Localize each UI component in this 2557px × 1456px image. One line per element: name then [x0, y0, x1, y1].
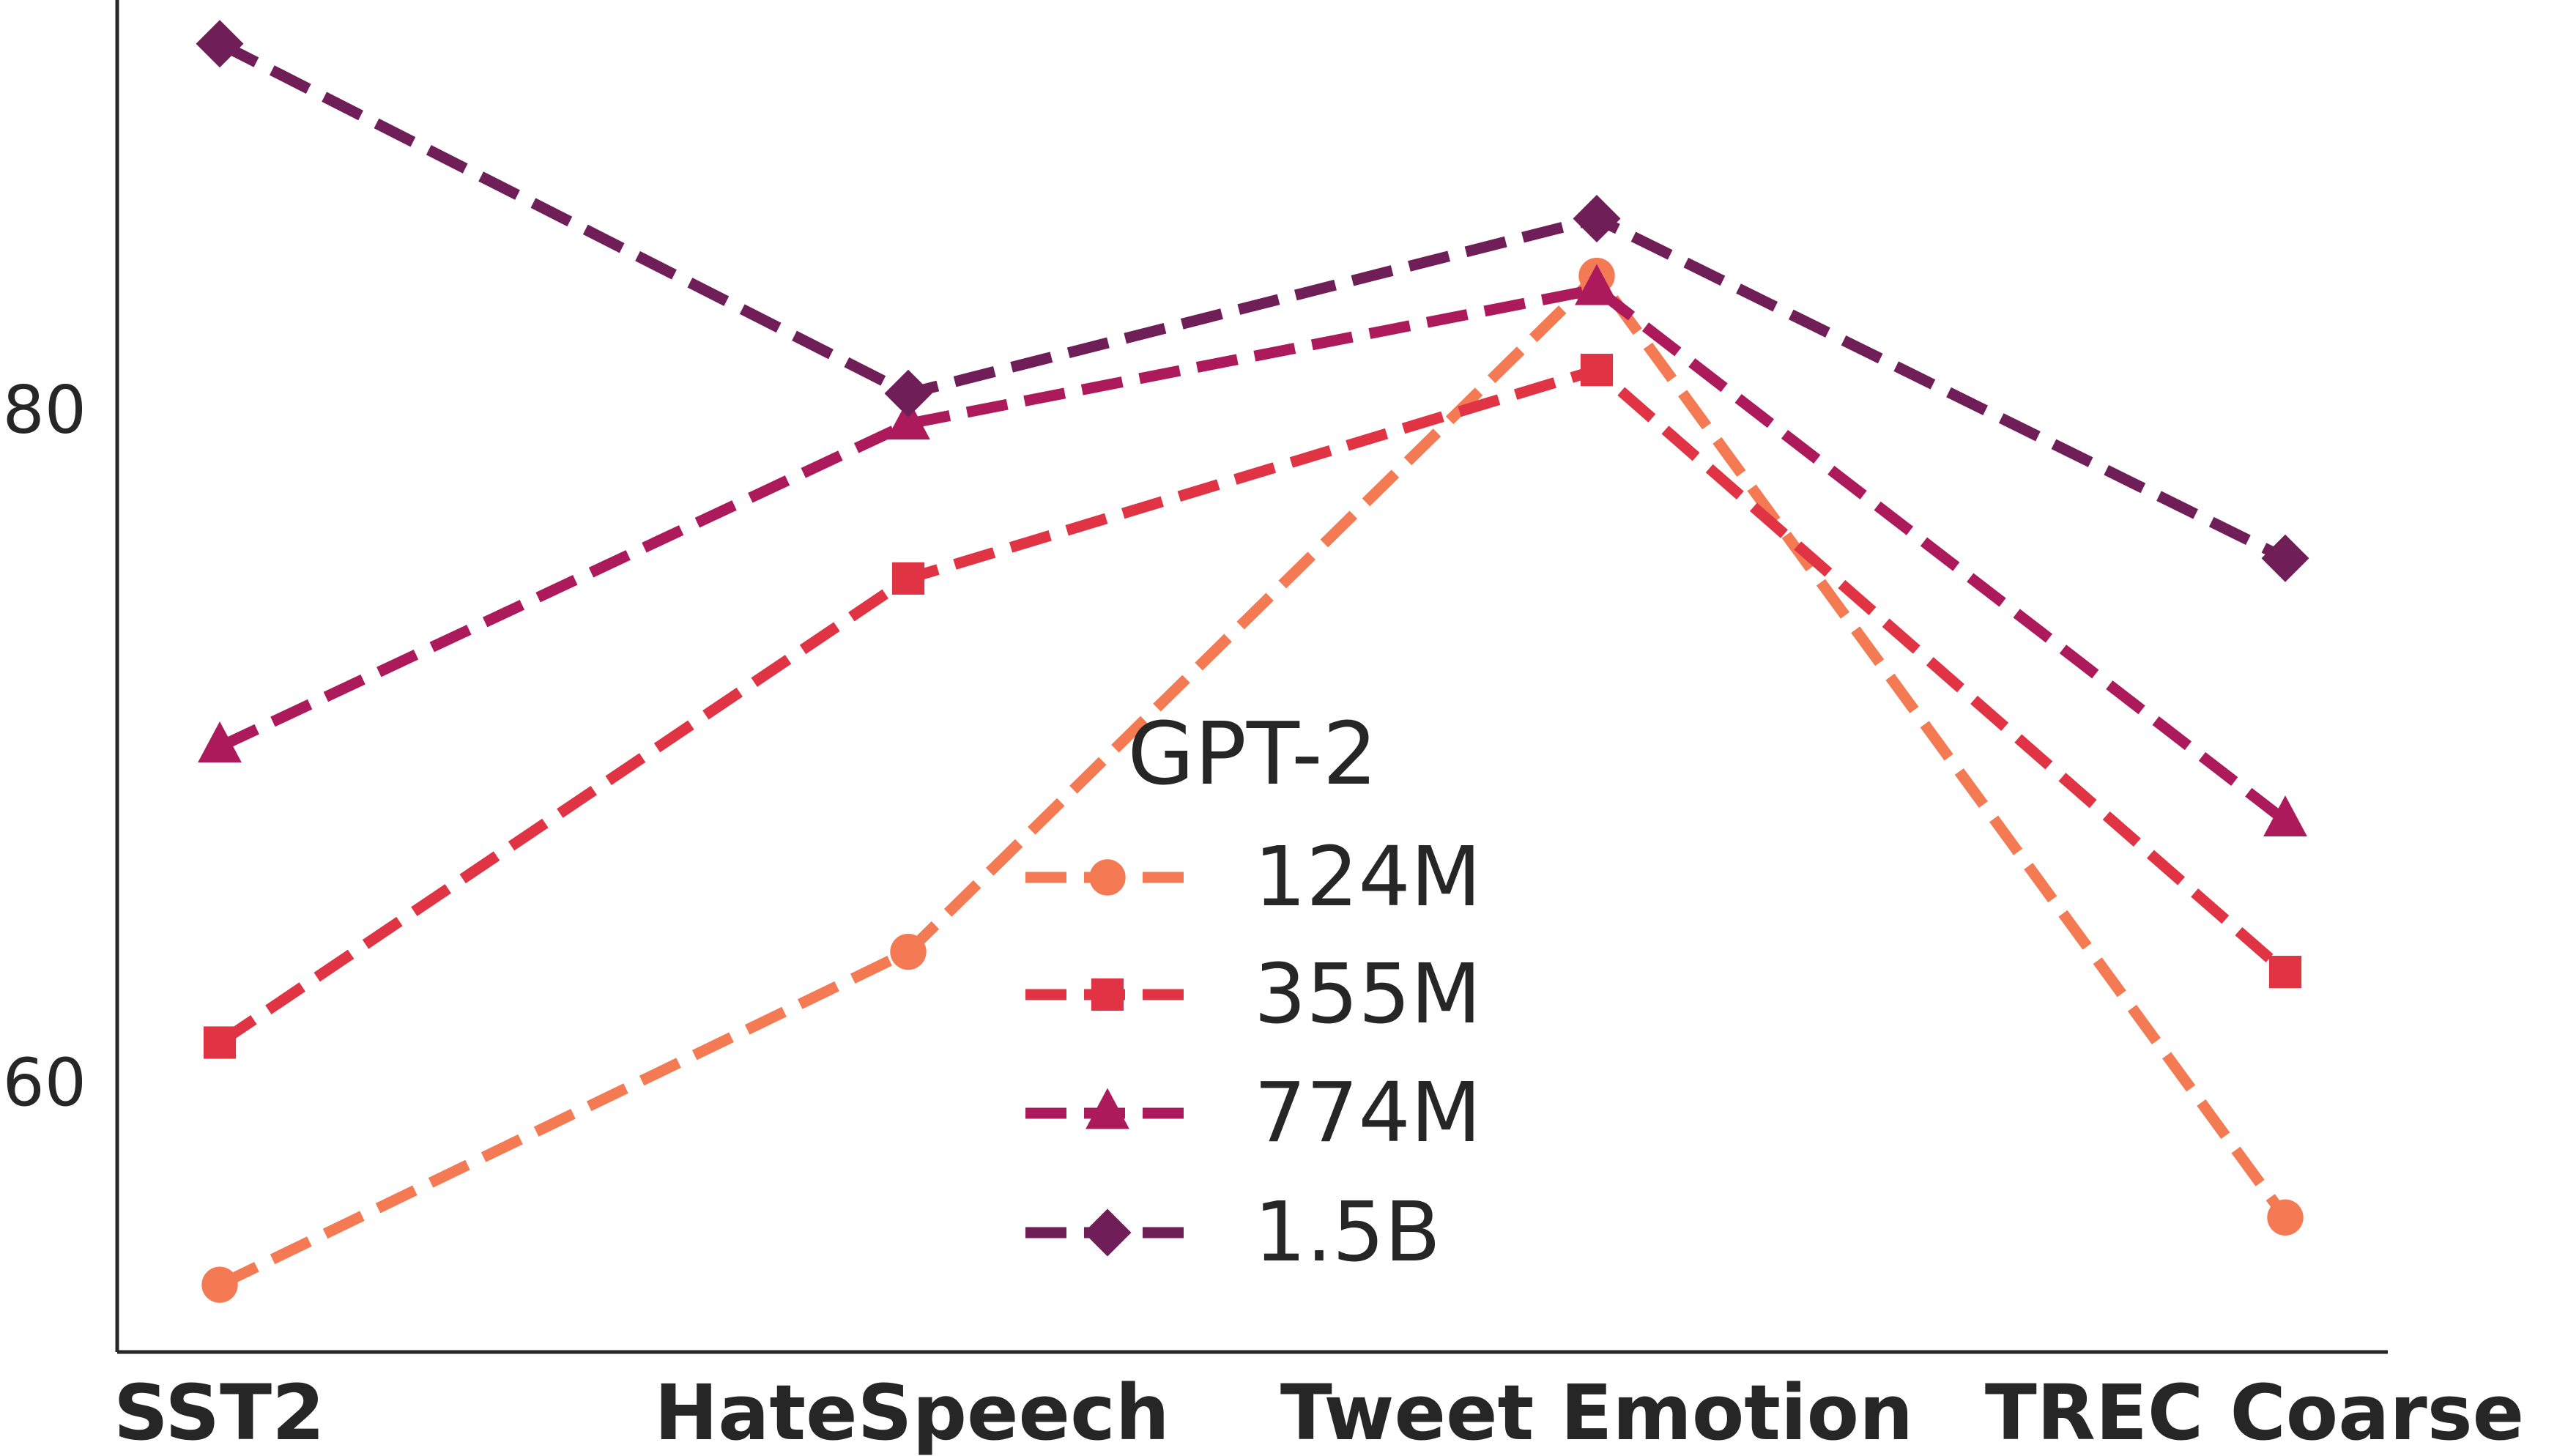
series-355m — [203, 354, 2302, 1059]
legend-swatch-marker — [1085, 1088, 1129, 1129]
x-category-label: SST2 — [114, 1368, 324, 1456]
category-labels: SST2 HateSpeech Tweet Emotion TREC Coarse — [114, 1368, 2524, 1456]
series-1-5b — [196, 20, 2309, 582]
data-point — [1573, 194, 1621, 242]
legend-swatch-marker — [1089, 859, 1126, 896]
series-124m — [201, 257, 2304, 1303]
data-point — [196, 20, 244, 68]
data-point — [2267, 1199, 2304, 1236]
data-point — [2268, 955, 2302, 989]
y-tick-label: 80 — [2, 372, 86, 449]
data-point — [884, 369, 932, 417]
data-point — [1575, 264, 1619, 305]
legend-swatch-marker — [1091, 978, 1124, 1011]
x-category-label: HateSpeech — [654, 1368, 1170, 1456]
legend-entry: 774M — [1025, 1066, 1481, 1161]
series-line — [217, 283, 2289, 825]
data-point — [201, 1266, 238, 1303]
axes — [115, 0, 2388, 1354]
series-line — [216, 364, 2289, 1047]
y-tick-labels: 60 80 — [2, 372, 86, 1121]
data-point — [886, 398, 930, 440]
legend-entry: 355M — [1025, 947, 1481, 1042]
y-tick-label: 60 — [2, 1044, 86, 1121]
legend-label: 355M — [1254, 947, 1481, 1042]
data-point — [1580, 354, 1614, 387]
data-point — [891, 562, 925, 595]
data-point — [203, 1026, 237, 1059]
series-774m — [198, 264, 2307, 836]
legend: GPT-2 124M 355M 774M 1.5B — [1025, 703, 1481, 1280]
series-lines — [196, 20, 2309, 1303]
legend-label: 1.5B — [1254, 1185, 1441, 1280]
legend-label: 124M — [1254, 830, 1481, 925]
x-category-label: Tweet Emotion — [1280, 1368, 1913, 1456]
legend-entry: 1.5B — [1025, 1185, 1441, 1280]
data-point — [2261, 534, 2309, 582]
legend-swatch-marker — [1083, 1208, 1132, 1257]
series-line — [217, 39, 2288, 564]
data-point — [198, 721, 242, 762]
series-line — [217, 270, 2290, 1290]
legend-title: GPT-2 — [1127, 703, 1378, 804]
x-category-label: TREC Coarse — [1985, 1368, 2524, 1456]
legend-entry: 124M — [1025, 830, 1481, 925]
data-point — [2263, 795, 2307, 836]
data-point — [890, 933, 927, 970]
legend-label: 774M — [1254, 1066, 1481, 1161]
